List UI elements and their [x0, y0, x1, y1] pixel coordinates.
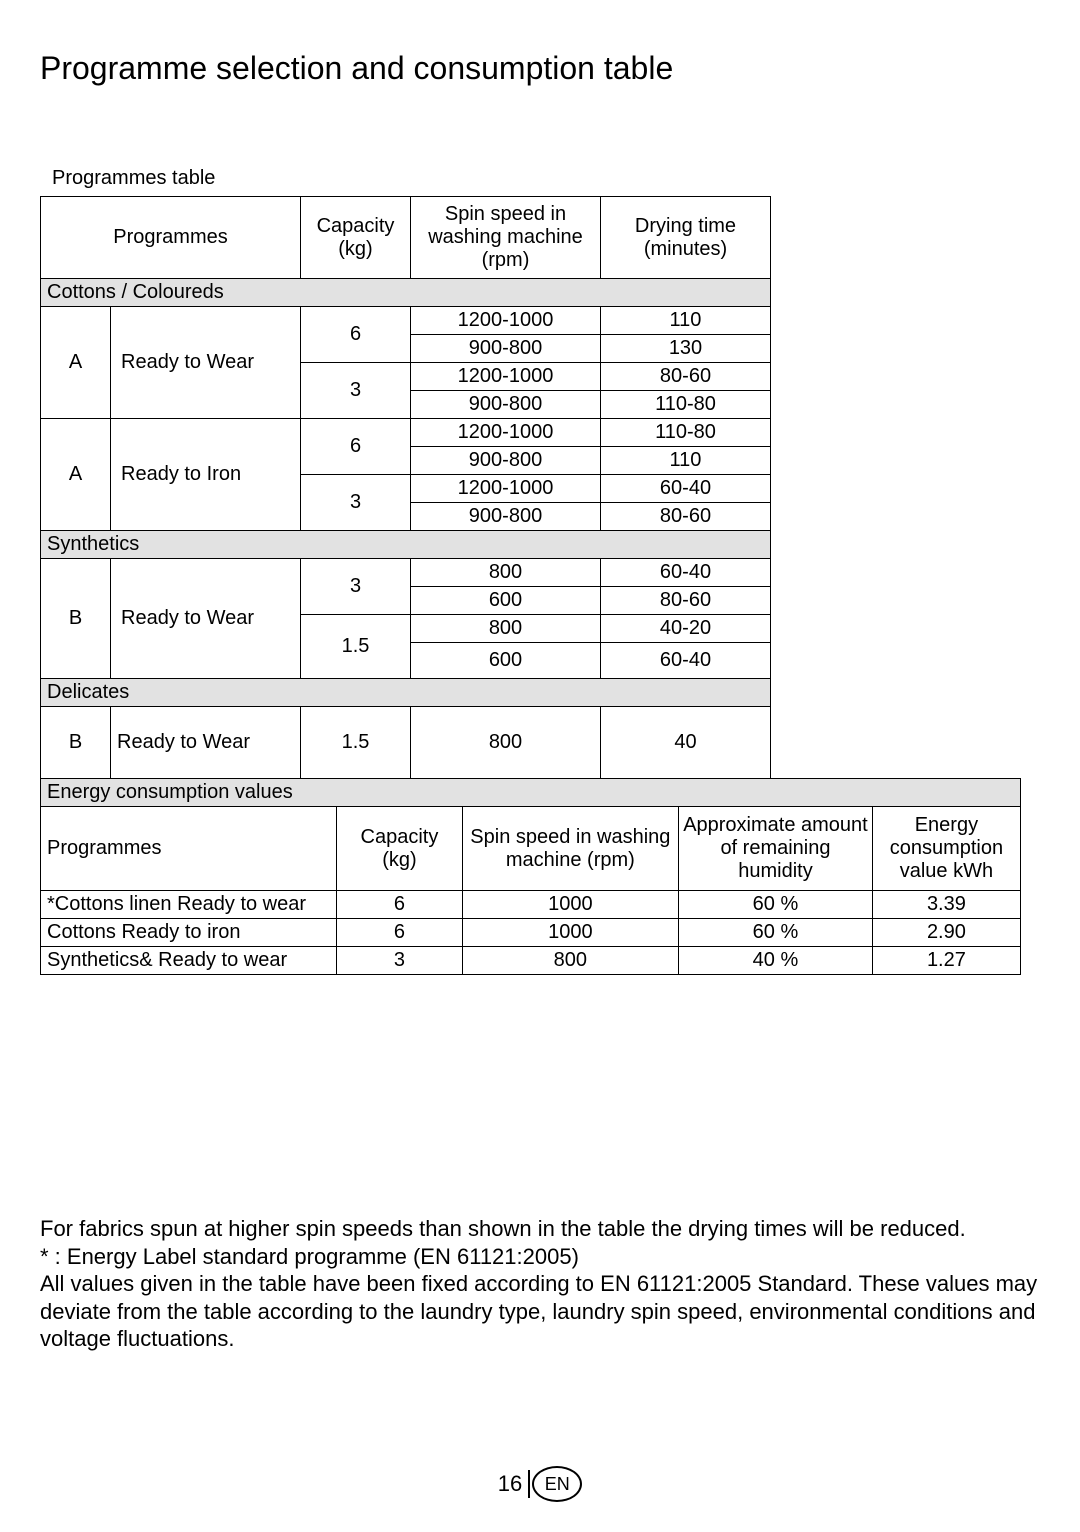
col-capacity: Capacity (kg): [301, 197, 411, 279]
section-energy: Energy consumption values: [41, 779, 1021, 807]
table-row: Cottons Ready to iron 6 1000 60 % 2.90: [41, 919, 1021, 947]
section-delicates: Delicates: [41, 679, 771, 707]
section-synthetics: Synthetics: [41, 531, 771, 559]
page-title: Programme selection and consumption tabl…: [40, 50, 1040, 87]
col2-spin: Spin speed in washing machine (rpm): [462, 807, 679, 891]
col-spin: Spin speed in washing machine (rpm): [411, 197, 601, 279]
table-row: B Ready to Wear 1.5 800 40: [41, 707, 771, 779]
programmes-table-caption: Programmes table: [52, 167, 1040, 190]
col-drying: Drying time (minutes): [601, 197, 771, 279]
programmes-table: Programmes Capacity (kg) Spin speed in w…: [40, 196, 771, 779]
note-line: * : Energy Label standard programme (EN …: [40, 1243, 1040, 1271]
table-row: A Ready to Iron 6 1200-1000 110-80: [41, 419, 771, 447]
col2-capacity: Capacity (kg): [337, 807, 462, 891]
col-programmes: Programmes: [41, 197, 301, 279]
table-row: B Ready to Wear 3 800 60-40: [41, 559, 771, 587]
col2-humidity: Approximate amount of remaining humidity: [679, 807, 873, 891]
col2-energy: Energy consumption value kWh: [872, 807, 1020, 891]
page-footer: 16 EN: [0, 1466, 1080, 1502]
notes-block: For fabrics spun at higher spin speeds t…: [40, 1215, 1040, 1353]
note-line: All values given in the table have been …: [40, 1270, 1040, 1353]
energy-table: Energy consumption values Programmes Cap…: [40, 778, 1021, 975]
note-line: For fabrics spun at higher spin speeds t…: [40, 1215, 1040, 1243]
table-row: A Ready to Wear 6 1200-1000 110: [41, 307, 771, 335]
table-row: *Cottons linen Ready to wear 6 1000 60 %…: [41, 891, 1021, 919]
table-row: Synthetics& Ready to wear 3 800 40 % 1.2…: [41, 947, 1021, 975]
language-badge: EN: [532, 1466, 582, 1502]
col2-programmes: Programmes: [41, 807, 337, 891]
page-number: 16: [498, 1471, 522, 1497]
section-cottons: Cottons / Coloureds: [41, 279, 771, 307]
